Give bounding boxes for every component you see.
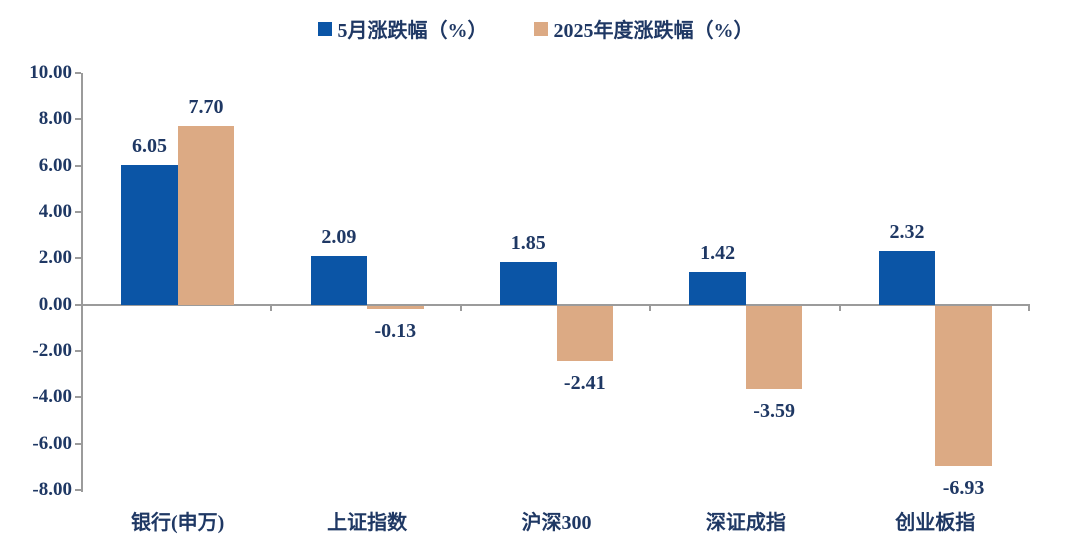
value-label-series1-cat3: -3.59	[753, 399, 795, 422]
value-label-series0-cat1: 2.09	[321, 226, 357, 249]
chart-legend: 5月涨跌幅（%） 2025年度涨跌幅（%）	[0, 14, 1071, 43]
x-category-label-4: 创业板指	[895, 512, 976, 534]
bar-series0-cat0	[121, 164, 178, 305]
y-tick--8	[75, 489, 81, 491]
legend-label-ytd-change: 2025年度涨跌幅（%）	[553, 20, 754, 42]
y-tick-8	[75, 118, 81, 121]
y-axis-tick-label: 0.00	[38, 293, 72, 315]
legend-item-may-change: 5月涨跌幅（%）	[317, 14, 488, 43]
value-label-series1-cat0: 7.70	[188, 96, 224, 119]
y-axis-tick-label: 4.00	[38, 201, 72, 222]
x-category-label-1: 上证指数	[327, 512, 408, 534]
x-category-label-3: 深证成指	[705, 512, 786, 534]
y-axis-tick-label: -2.00	[32, 340, 72, 361]
y-axis-tick-label: 6.00	[38, 154, 72, 176]
value-label-series0-cat3: 1.42	[700, 241, 736, 264]
bar-series0-cat3	[689, 271, 746, 305]
x-tick-1	[270, 305, 273, 311]
x-axis-line	[81, 303, 1030, 306]
y-tick-4	[75, 211, 81, 213]
legend-swatch-may-change-icon	[317, 21, 332, 36]
value-label-series1-cat4: -6.93	[942, 477, 985, 500]
bar-series1-cat2	[556, 305, 613, 362]
x-tick-4	[838, 305, 841, 311]
y-tick--4	[75, 396, 81, 399]
y-tick-0	[75, 303, 81, 306]
y-tick-6	[75, 164, 81, 167]
bar-series0-cat1	[310, 256, 368, 305]
x-tick-5	[1028, 305, 1030, 311]
value-label-series1-cat1: -0.13	[374, 319, 417, 342]
legend-swatch-ytd-change-icon	[533, 21, 548, 36]
bar-series1-cat4	[935, 305, 992, 467]
value-label-series1-cat2: -2.41	[563, 372, 606, 395]
bar-series0-cat4	[878, 250, 936, 305]
legend-item-ytd-change: 2025年度涨跌幅（%）	[533, 14, 754, 43]
y-axis-tick-label: -4.00	[32, 386, 72, 408]
bar-series1-cat0	[177, 126, 235, 305]
y-tick--6	[75, 442, 81, 445]
bar-series1-cat1	[367, 305, 424, 309]
y-axis-tick-label: -8.00	[32, 479, 72, 500]
bar-series0-cat2	[500, 261, 557, 305]
y-tick--2	[75, 350, 81, 352]
value-label-series0-cat0: 6.05	[131, 134, 167, 157]
y-axis-tick-label: 10.00	[29, 62, 72, 83]
x-category-label-0: 银行(申万)	[131, 512, 225, 534]
bar-series1-cat3	[745, 305, 803, 389]
x-tick-3	[649, 305, 652, 311]
legend-label-may-change: 5月涨跌幅（%）	[337, 20, 488, 42]
x-category-label-2: 沪深300	[521, 512, 592, 534]
y-axis-tick-label: 2.00	[38, 247, 72, 269]
x-tick-2	[459, 305, 462, 311]
y-axis-line	[81, 73, 83, 492]
y-tick-2	[75, 257, 81, 260]
y-axis-tick-label: -6.00	[32, 432, 72, 454]
y-tick-10	[75, 72, 81, 74]
value-label-series0-cat4: 2.32	[889, 220, 925, 243]
value-label-series0-cat2: 1.85	[510, 231, 546, 254]
y-axis-tick-label: 8.00	[38, 108, 72, 130]
